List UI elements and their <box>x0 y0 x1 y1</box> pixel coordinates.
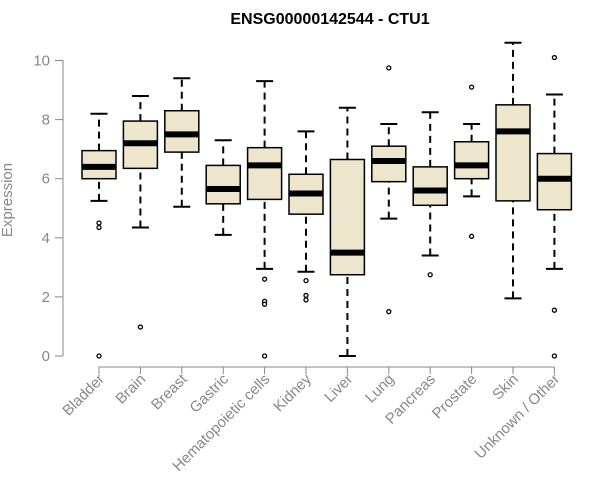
box-breast <box>164 77 200 208</box>
outlier-point <box>261 301 268 307</box>
x-tick-label: Bladder <box>59 371 108 420</box>
x-tick-label: Breast <box>148 370 191 413</box>
chart-title: ENSG00000142544 - CTU1 <box>230 11 429 28</box>
outlier-point <box>303 297 309 303</box>
outlier-point <box>386 309 392 315</box>
outlier-point <box>303 292 309 299</box>
x-tick-label: Liver <box>321 371 356 406</box>
x-tick-label: Brain <box>112 371 149 408</box>
box-gastric <box>205 139 241 236</box>
outlier-point <box>551 54 558 61</box>
y-tick-label: 4 <box>42 230 50 247</box>
box-iqr <box>329 158 366 276</box>
outlier-point <box>551 353 558 359</box>
box-lung <box>371 65 407 315</box>
outlier-point <box>386 65 392 71</box>
y-tick-label: 8 <box>42 112 50 129</box>
box-hematopoietic-cells <box>246 80 283 359</box>
outlier-point <box>96 353 102 359</box>
box-skin <box>495 41 531 300</box>
box-bladder <box>81 112 117 359</box>
x-axis <box>98 366 555 374</box>
outlier-point <box>261 276 268 282</box>
outlier-point <box>96 220 102 226</box>
y-tick-label: 6 <box>42 171 50 188</box>
x-tick-label: Kidney <box>270 370 315 415</box>
box-iqr <box>495 104 531 202</box>
box-iqr <box>412 166 448 207</box>
y-axis: 0 2 4 6 8 10 <box>33 53 64 365</box>
y-axis-label: Expression <box>0 163 16 237</box>
y-tick-label: 10 <box>33 53 50 70</box>
outlier-point <box>303 277 309 284</box>
outlier-point <box>468 233 475 239</box>
outlier-point <box>468 84 475 90</box>
box-iqr <box>453 141 490 180</box>
x-tick-label: Prostate <box>429 371 481 423</box>
outlier-point <box>427 272 433 278</box>
outlier-point <box>96 224 102 231</box>
box-prostate <box>453 84 490 239</box>
outlier-point <box>137 324 144 330</box>
x-tick-label: Lung <box>362 371 398 407</box>
box-brain <box>122 94 159 330</box>
outlier-point <box>261 353 268 359</box>
box-iqr <box>205 164 241 205</box>
y-tick-label: 0 <box>42 348 50 365</box>
box-pancreas <box>412 111 448 278</box>
x-tick-label: Skin <box>489 371 522 404</box>
boxes-group <box>81 41 573 359</box>
outlier-point <box>551 307 558 313</box>
y-tick-label: 2 <box>42 289 50 306</box>
box-kidney <box>288 130 324 303</box>
box-unknown-other <box>536 54 573 359</box>
box-liver <box>329 106 366 357</box>
box-iqr <box>246 146 283 201</box>
